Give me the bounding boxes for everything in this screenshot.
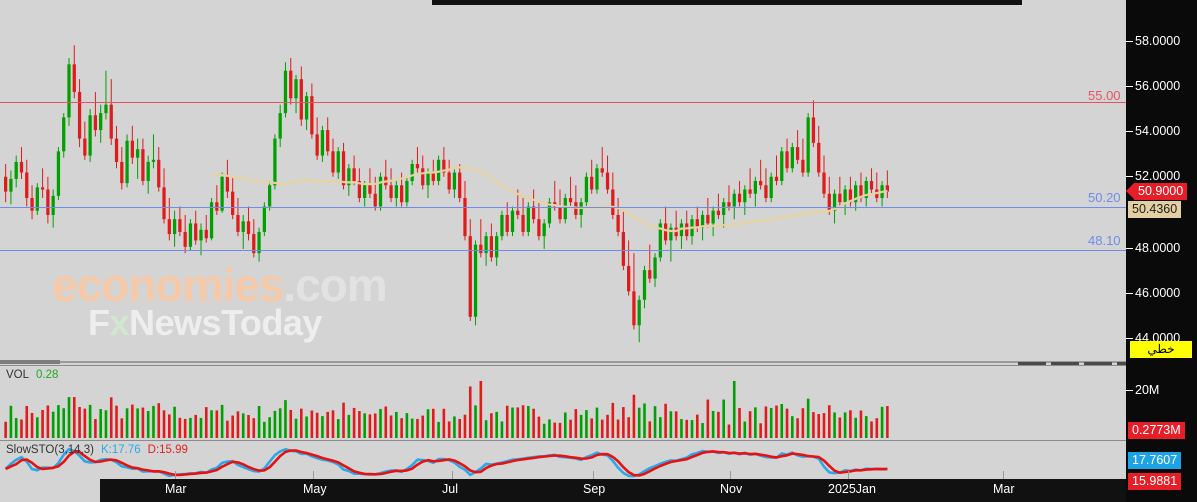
stochastic-pane[interactable]: SlowSTO(3,14,3) K:17.76 D:15.99 bbox=[0, 440, 1126, 480]
time-label-4: Nov bbox=[720, 482, 743, 496]
time-label-6: Mar bbox=[993, 482, 1015, 496]
volume-title: VOL bbox=[6, 369, 30, 381]
price-pane[interactable] bbox=[0, 5, 1126, 362]
time-axis-tick bbox=[730, 471, 731, 479]
time-label-5: 2025Jan bbox=[828, 482, 876, 496]
time-axis-tick bbox=[175, 471, 176, 479]
resistance-line-55 bbox=[0, 102, 1126, 103]
axis-tick-48: 48.0000 bbox=[1126, 240, 1197, 256]
support-label-48: 48.10 bbox=[1088, 233, 1121, 248]
scrollbar-dashes[interactable] bbox=[1018, 362, 1126, 366]
stochastic-k-pill[interactable]: 17.7607 bbox=[1128, 452, 1182, 469]
support-line-48 bbox=[0, 250, 1126, 251]
stochastic-pane-legend: SlowSTO(3,14,3) K:17.76 D:15.99 bbox=[6, 444, 188, 456]
time-label-2: Jul bbox=[442, 482, 458, 496]
stochastic-d-pill[interactable]: 15.9881 bbox=[1128, 473, 1182, 490]
volume-bars-svg bbox=[4, 380, 889, 438]
time-axis-tick bbox=[1003, 471, 1004, 479]
scale-mode-button[interactable]: خطي bbox=[1130, 341, 1192, 358]
pane-divider-upper bbox=[0, 361, 1126, 363]
axis-tick-56: 56.0000 bbox=[1126, 78, 1197, 94]
stochastic-title: SlowSTO(3,14,3) bbox=[6, 444, 94, 456]
time-axis-tick bbox=[452, 471, 453, 479]
time-axis-tick bbox=[593, 471, 594, 479]
last-price-pill[interactable]: 50.9000 bbox=[1125, 183, 1188, 200]
top-black-bar bbox=[432, 0, 1022, 5]
moving-average-pill[interactable]: 50.4360 bbox=[1128, 201, 1182, 218]
stochastic-lines-svg bbox=[4, 447, 888, 478]
time-axis-tick bbox=[848, 471, 849, 479]
time-axis-tick bbox=[313, 471, 314, 479]
price-candles-svg bbox=[4, 45, 889, 343]
stochastic-k-value: K:17.76 bbox=[101, 444, 141, 456]
support-label-50: 50.20 bbox=[1088, 190, 1121, 205]
volume-value-pill[interactable]: 0.2773M bbox=[1128, 422, 1185, 439]
scrollbar-thumb-left[interactable] bbox=[0, 360, 60, 364]
stochastic-d-value: D:15.99 bbox=[147, 444, 188, 456]
time-label-0: Mar bbox=[165, 482, 187, 496]
volume-pane[interactable]: VOL 0.28 bbox=[0, 365, 1126, 440]
axis-tick-20m: 20M bbox=[1126, 382, 1197, 398]
axis-tick-52: 52.0000 bbox=[1126, 168, 1197, 184]
resistance-label-55: 55.00 bbox=[1088, 88, 1121, 103]
support-line-50 bbox=[0, 207, 1126, 208]
volume-value: 0.28 bbox=[36, 369, 59, 381]
time-axis[interactable]: Mar May Jul Sep Nov 2025Jan Mar bbox=[100, 471, 1126, 502]
time-label-1: May bbox=[303, 482, 327, 496]
price-axis[interactable]: 58.0000 56.0000 54.0000 52.0000 48.0000 … bbox=[1126, 0, 1197, 502]
time-label-3: Sep bbox=[583, 482, 606, 496]
axis-tick-58: 58.0000 bbox=[1126, 33, 1197, 49]
volume-pane-legend: VOL 0.28 bbox=[6, 369, 58, 381]
axis-tick-46: 46.0000 bbox=[1126, 285, 1197, 301]
axis-tick-54: 54.0000 bbox=[1126, 123, 1197, 139]
